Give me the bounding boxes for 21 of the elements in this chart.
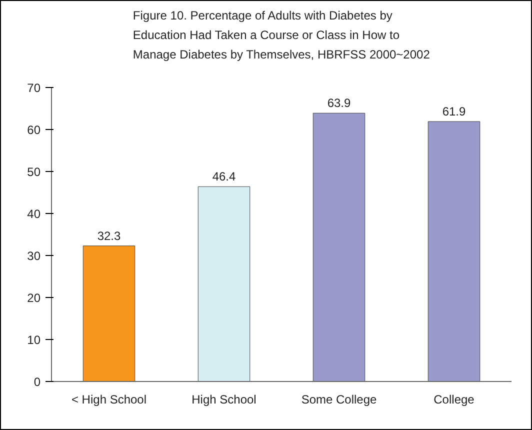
x-tick-label: Some College bbox=[301, 392, 378, 406]
bar bbox=[428, 121, 480, 382]
y-tick-label: 10 bbox=[27, 333, 41, 347]
chart-title: Figure 10. Percentage of Adults with Diabetes by Education Had Taken a Course or Class in How to Manage Diabetes by Themselves, HBRFSS 2000~2002 bbox=[132, 8, 430, 62]
data-label: 46.4 bbox=[212, 170, 236, 184]
y-tick-label: 20 bbox=[27, 291, 41, 305]
x-tick-label: < High School bbox=[71, 392, 147, 406]
data-label: 61.9 bbox=[442, 104, 466, 119]
y-tick-label: 60 bbox=[27, 123, 41, 137]
y-tick-label: 30 bbox=[27, 249, 41, 263]
x-tick-label: College bbox=[434, 392, 475, 406]
y-tick-label: 40 bbox=[27, 207, 41, 221]
bar bbox=[198, 186, 250, 382]
bar bbox=[82, 246, 136, 382]
y-tick-label: 70 bbox=[27, 81, 41, 95]
x-tick-label: High School bbox=[192, 392, 256, 406]
data-label: 32.3 bbox=[97, 228, 122, 243]
y-tick-label: 0 bbox=[34, 375, 41, 389]
data-label: 63.9 bbox=[327, 96, 352, 110]
y-tick-label: 50 bbox=[27, 165, 41, 179]
bar bbox=[312, 112, 366, 382]
